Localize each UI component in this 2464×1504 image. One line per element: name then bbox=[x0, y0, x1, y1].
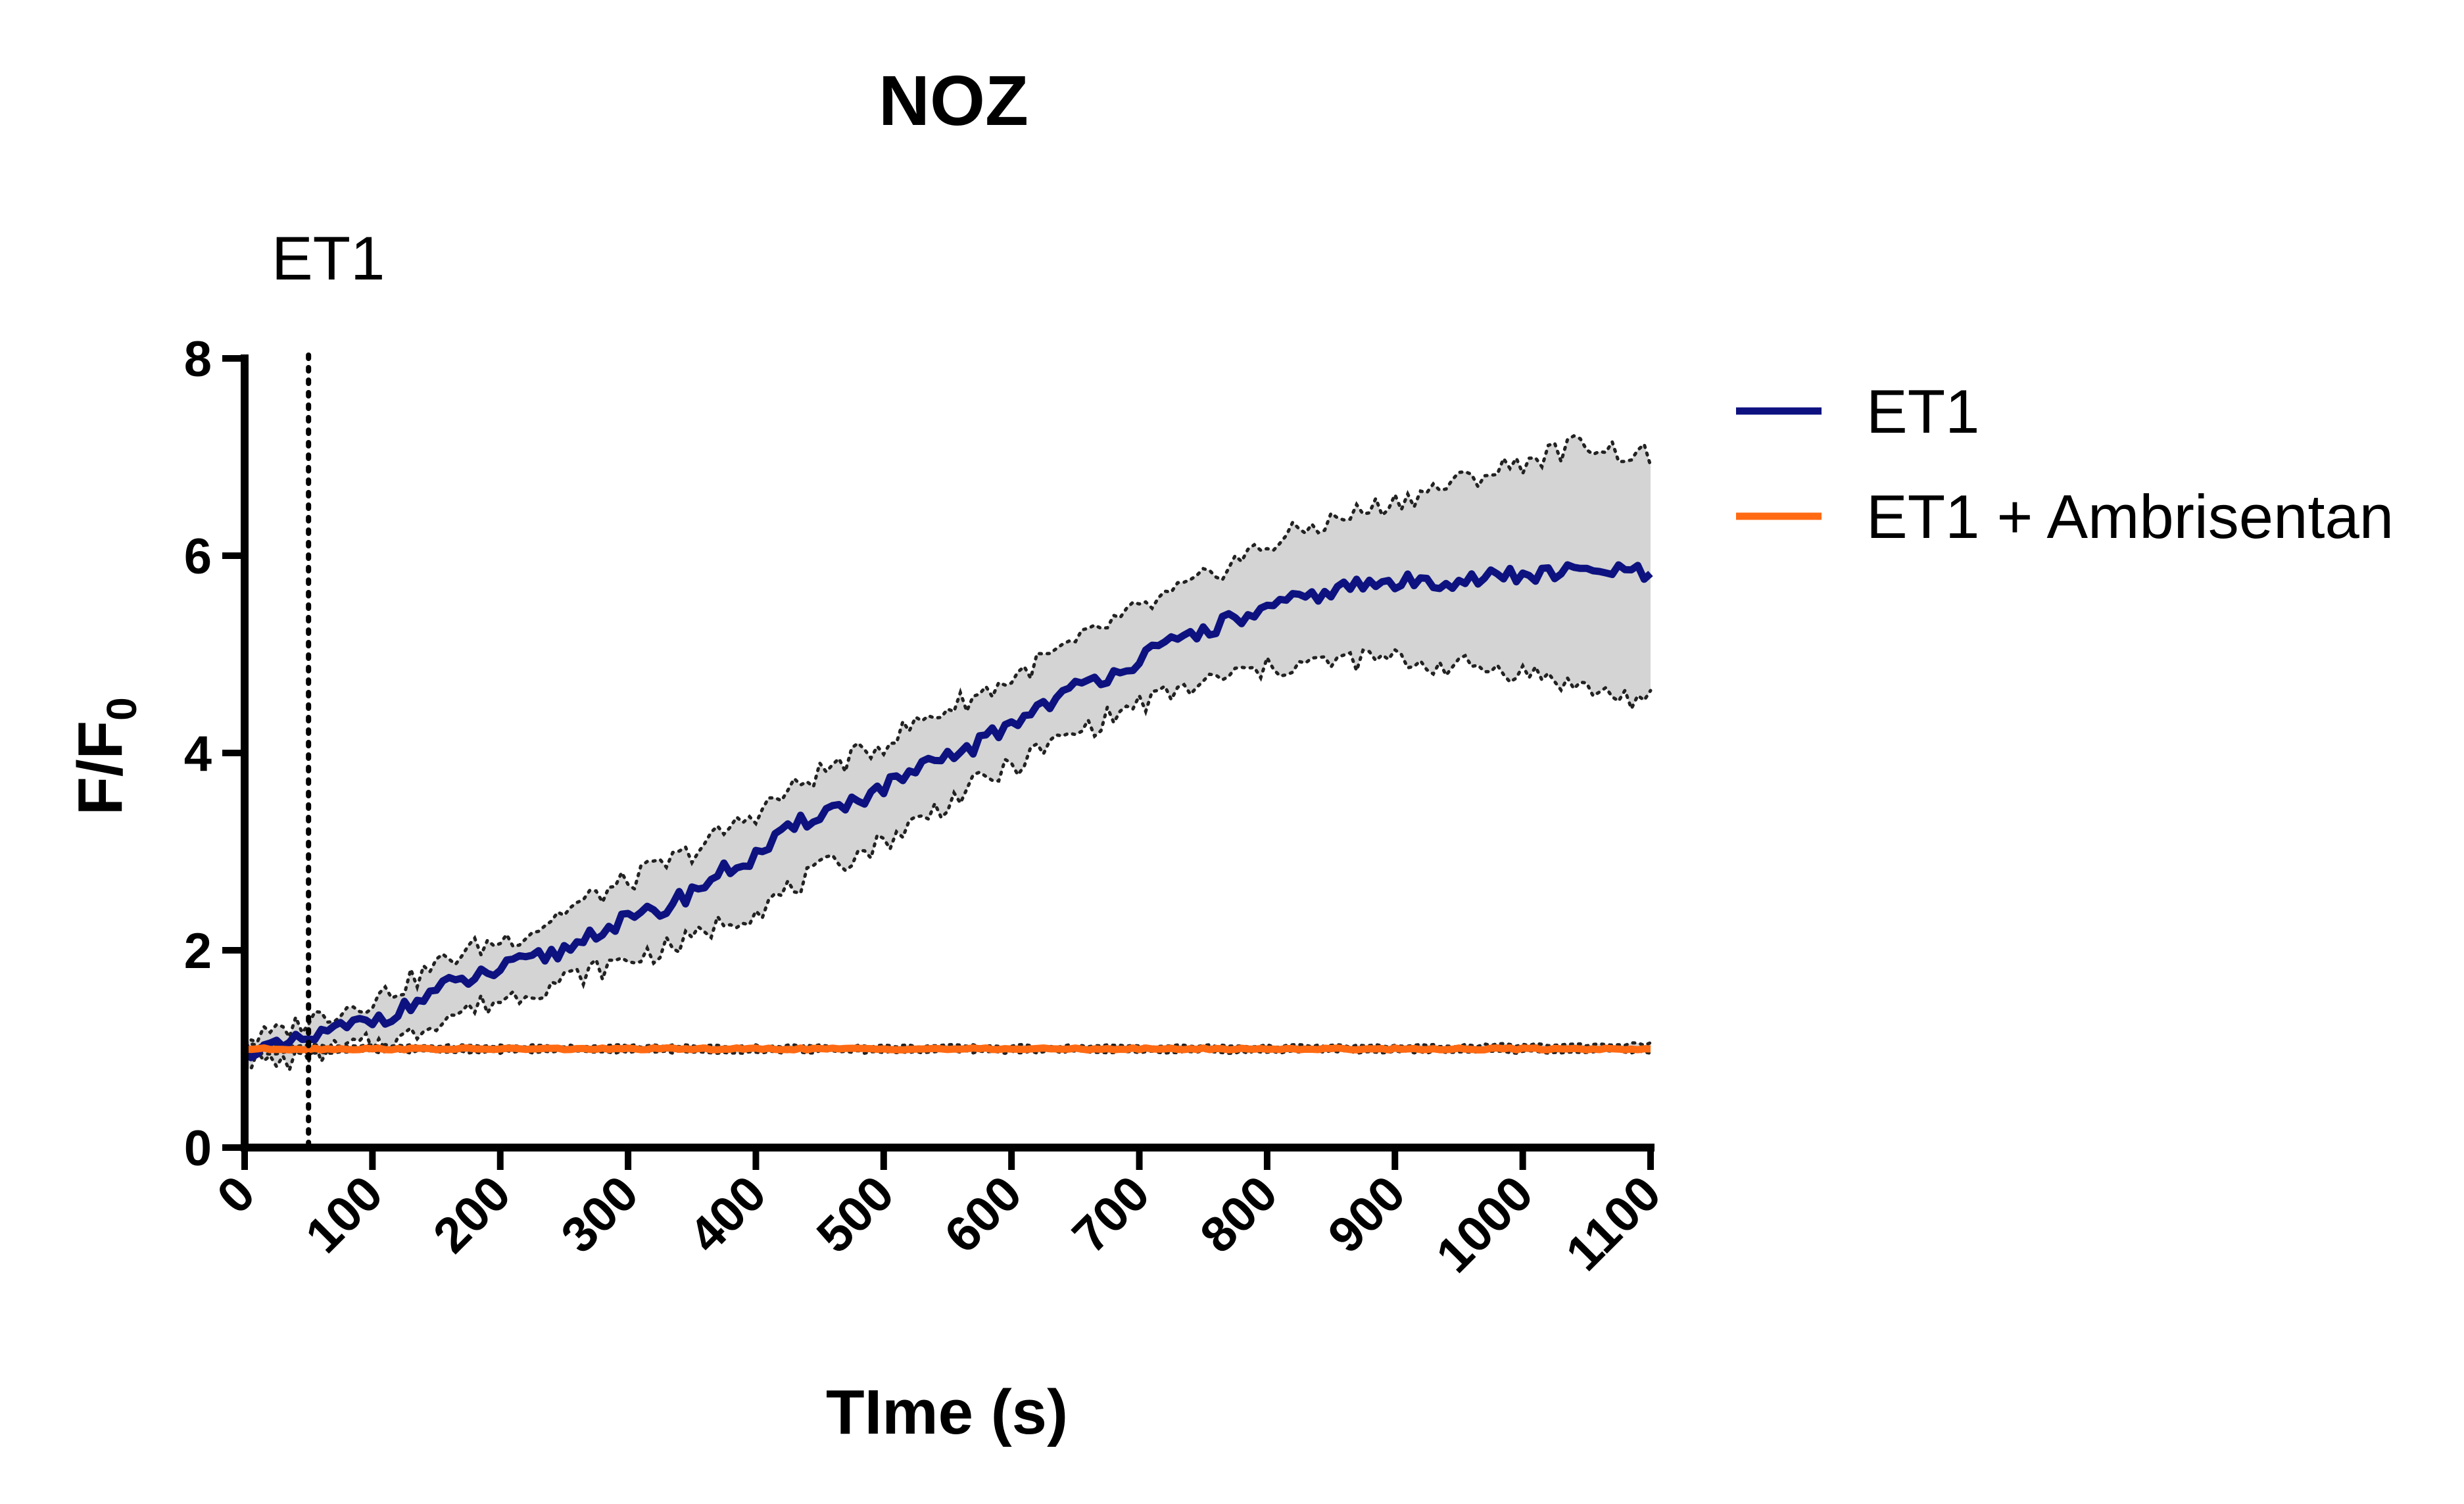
lower-bound-0 bbox=[243, 647, 1653, 1075]
series-line-0 bbox=[241, 561, 1653, 1061]
y-tick-label-1: 2 bbox=[184, 923, 212, 979]
x-tick-label-6: 600 bbox=[934, 1165, 1032, 1264]
legend-label-0: ET1 bbox=[1866, 377, 1979, 446]
x-tick-label-3: 300 bbox=[550, 1165, 649, 1264]
y-tick-label-0: 0 bbox=[184, 1121, 212, 1177]
y-tick-label-2: 4 bbox=[184, 726, 212, 782]
series-line-1 bbox=[244, 1044, 1651, 1054]
y-axis-title: F/F0 bbox=[65, 697, 145, 815]
legend-label-1: ET1 + Ambrisentan bbox=[1866, 482, 2394, 551]
x-tick-label-5: 500 bbox=[806, 1165, 905, 1264]
x-tick-label-4: 400 bbox=[679, 1165, 777, 1264]
annotation-label: ET1 bbox=[272, 224, 385, 293]
x-tick-label-11: 1100 bbox=[1555, 1165, 1672, 1282]
y-axis-title-sub: 0 bbox=[98, 697, 145, 721]
x-tick-label-1: 100 bbox=[295, 1165, 394, 1264]
y-tick-label-3: 6 bbox=[184, 529, 212, 585]
x-tick-label-7: 700 bbox=[1062, 1165, 1161, 1264]
y-tick-label-4: 8 bbox=[184, 331, 212, 387]
x-tick-label-0: 0 bbox=[206, 1165, 266, 1225]
x-tick-label-2: 200 bbox=[423, 1165, 521, 1264]
x-tick-label-9: 900 bbox=[1318, 1165, 1416, 1264]
y-axis-title-main: F/F bbox=[65, 721, 135, 815]
x-tick-label-8: 800 bbox=[1190, 1165, 1288, 1264]
x-tick-label-10: 1000 bbox=[1426, 1165, 1544, 1284]
x-axis-title: TIme (s) bbox=[826, 1377, 1068, 1447]
chart-title: NOZ bbox=[879, 61, 1028, 140]
svg-text:F/F0: F/F0 bbox=[65, 697, 145, 815]
